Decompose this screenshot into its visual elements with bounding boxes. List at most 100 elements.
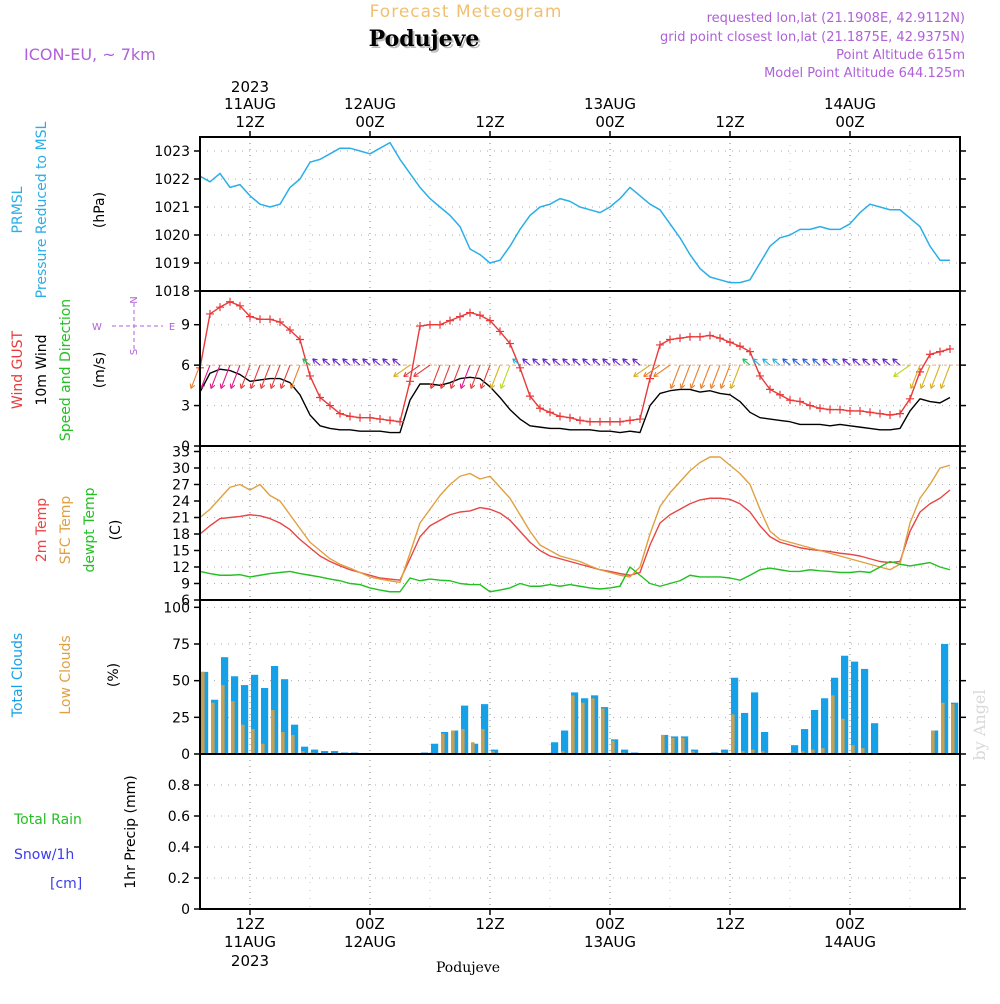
- wind-arrow-head: [429, 383, 436, 389]
- wind-gust-marker: [266, 315, 274, 324]
- x-label-top-date: 13AUG: [584, 95, 636, 113]
- y-tick-label: 27: [172, 478, 190, 494]
- wind-gust-marker: [556, 412, 564, 421]
- wind-arrow-head: [669, 383, 676, 389]
- x-label-top-hour: 00Z: [355, 113, 384, 131]
- bar-total-clouds: [861, 668, 869, 754]
- bar-total-clouds: [791, 745, 799, 754]
- wind-gust-marker: [546, 408, 554, 417]
- wind-direction-arrow: [430, 364, 441, 389]
- panel-frame: [199, 753, 961, 910]
- wind-direction-arrow: [342, 358, 351, 366]
- wind-direction-arrow: [403, 364, 421, 377]
- x-label-top-hour: 00Z: [595, 113, 624, 131]
- wind-arrow-head: [699, 383, 706, 389]
- label-percent: (%): [106, 663, 122, 687]
- wind-direction-arrow: [332, 358, 341, 366]
- wind-arrow-head: [653, 371, 659, 378]
- x-label-top-date: 11AUG: [224, 95, 276, 113]
- wind-gust-marker: [376, 415, 384, 424]
- wind-arrow-head: [909, 383, 916, 389]
- wind-direction-arrow: [792, 358, 801, 366]
- wind-direction-arrow: [872, 358, 881, 366]
- wind-direction-arrow: [700, 364, 711, 389]
- wind-arrow-head: [572, 358, 578, 364]
- wind-gust-marker: [876, 409, 884, 418]
- wind-direction-arrow: [562, 358, 571, 366]
- wind-gust-marker: [426, 320, 434, 329]
- header-requested: requested lon,lat (21.1908E, 42.9112N): [707, 11, 965, 26]
- wind-arrow-head: [459, 383, 466, 389]
- wind-direction-arrow: [312, 358, 321, 366]
- x-label-bottom-hour: 12Z: [715, 915, 744, 933]
- bar-low-clouds: [811, 749, 815, 754]
- header-location: Podujeve: [369, 26, 480, 52]
- series-10m-wind-line: [199, 368, 951, 434]
- wind-direction-arrow: [512, 358, 521, 366]
- label-hpa: (hPa): [92, 192, 108, 228]
- wind-gust-marker: [296, 335, 304, 344]
- wind-gust-marker: [726, 338, 734, 347]
- wind-arrow-head: [752, 358, 758, 364]
- bar-low-clouds: [601, 708, 605, 754]
- bar-total-clouds: [741, 712, 749, 754]
- label-prmsl: PRMSL: [10, 186, 26, 233]
- wind-direction-arrow: [710, 364, 721, 389]
- wind-gust-marker: [746, 347, 754, 356]
- wind-gust-marker: [666, 335, 674, 344]
- wind-arrow-head: [782, 358, 788, 364]
- bar-total-clouds: [761, 732, 769, 754]
- wind-direction-arrow: [210, 364, 221, 389]
- wind-arrow-head: [219, 383, 226, 389]
- wind-arrow-head: [689, 383, 696, 389]
- wind-arrow-head: [499, 383, 506, 389]
- wind-gust-marker: [586, 417, 594, 426]
- wind-arrow-head: [512, 358, 518, 364]
- wind-direction-arrow: [322, 358, 331, 366]
- wind-gust-marker: [906, 394, 914, 403]
- wind-compass: N S W E: [92, 296, 175, 355]
- wind-arrow-head: [772, 358, 778, 364]
- bar-low-clouds: [271, 710, 275, 754]
- bar-low-clouds: [611, 740, 615, 754]
- wind-arrow-head: [239, 383, 246, 389]
- series-wind-gust-line: [199, 301, 951, 423]
- wind-direction-arrow: [440, 364, 451, 389]
- wind-gust-marker: [816, 404, 824, 413]
- y-tick-label: 0: [181, 439, 190, 455]
- bar-total-clouds: [621, 749, 629, 754]
- bar-low-clouds: [211, 702, 215, 754]
- wind-arrow-head: [792, 358, 798, 364]
- wind-direction-arrow: [250, 364, 261, 389]
- header-model-altitude: Model Point Altitude 644.125m: [764, 66, 965, 81]
- bar-low-clouds: [801, 751, 805, 754]
- bar-total-clouds: [801, 729, 809, 754]
- x-label-bottom-date: 11AUG: [224, 933, 276, 951]
- bar-low-clouds: [461, 729, 465, 754]
- wind-gust-marker: [636, 415, 644, 424]
- bar-low-clouds: [741, 751, 745, 754]
- wind-arrow-head: [742, 358, 748, 364]
- wind-gust-marker: [716, 334, 724, 343]
- wind-direction-arrow: [802, 358, 811, 366]
- y-tick-label: 0.4: [168, 840, 190, 856]
- wind-arrow-head: [719, 383, 726, 389]
- wind-arrow-head: [532, 358, 538, 364]
- x-label-bottom-date: 13AUG: [584, 933, 636, 951]
- bar-low-clouds: [471, 742, 475, 754]
- wind-gust-marker: [896, 409, 904, 418]
- wind-gust-marker: [566, 413, 574, 422]
- wind-direction-arrow: [602, 358, 611, 366]
- y-tick-label: 1019: [154, 256, 190, 272]
- series-dewpt-temp-line: [199, 560, 951, 593]
- y-tick-label: 1023: [154, 144, 190, 160]
- wind-direction-arrow: [653, 364, 671, 377]
- y-tick-label: 24: [172, 494, 190, 510]
- wind-arrow-head: [302, 358, 308, 364]
- y-tick-label: 0.8: [168, 778, 190, 794]
- wind-arrow-head: [259, 383, 266, 389]
- bar-low-clouds: [231, 701, 235, 754]
- wind-direction-arrow: [290, 364, 301, 389]
- bar-total-clouds: [871, 723, 879, 754]
- bar-total-clouds: [811, 710, 819, 754]
